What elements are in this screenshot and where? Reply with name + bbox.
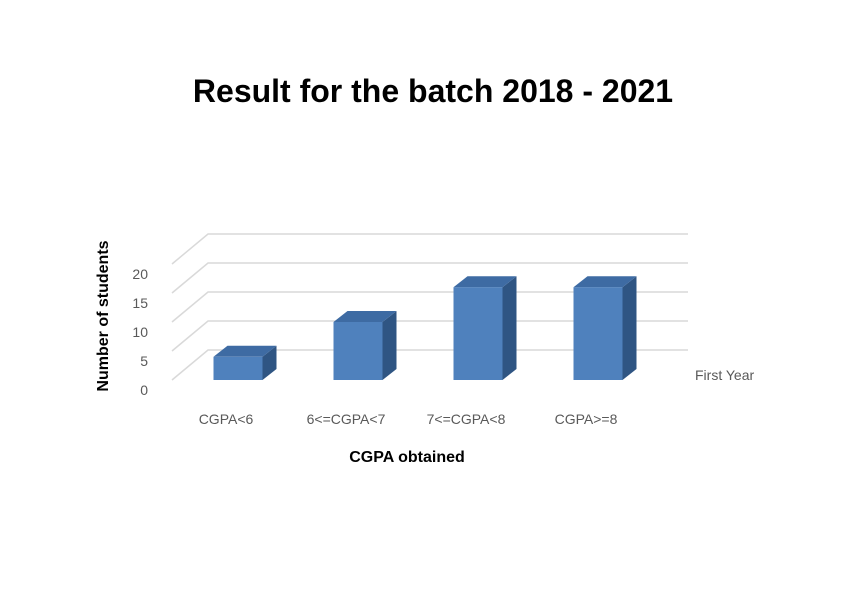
bar-top <box>573 276 637 288</box>
gridline <box>171 262 688 294</box>
x-axis-ticks: CGPA<6 6<=CGPA<7 7<=CGPA<8 CGPA>=8 <box>199 411 618 427</box>
gridline <box>171 320 688 352</box>
y-tick-label: 5 <box>140 353 148 369</box>
bar-side <box>622 276 637 380</box>
bar-top <box>333 311 397 322</box>
x-axis-title: CGPA obtained <box>349 449 465 466</box>
x-tick-label: CGPA<6 <box>199 411 254 427</box>
x-tick-label: 7<=CGPA<8 <box>427 411 506 427</box>
bar <box>333 311 397 380</box>
gridline <box>171 349 688 381</box>
bar <box>453 276 517 380</box>
bar <box>213 345 277 380</box>
bar-side <box>502 276 517 380</box>
y-axis-title: Number of students <box>95 240 112 391</box>
bar-front <box>213 356 263 380</box>
bars <box>213 276 637 380</box>
y-tick-label: 20 <box>132 266 148 282</box>
x-tick-label: CGPA>=8 <box>555 411 618 427</box>
gridline <box>171 233 688 265</box>
bar-front <box>333 322 383 380</box>
bar-side <box>262 345 277 380</box>
x-tick-label: 6<=CGPA<7 <box>307 411 386 427</box>
gridline <box>171 291 688 323</box>
bar-front <box>453 287 503 380</box>
y-axis-ticks: 0 5 10 15 20 <box>132 266 148 398</box>
bar-front <box>573 287 623 380</box>
y-tick-label: 15 <box>132 295 148 311</box>
y-tick-label: 10 <box>132 324 148 340</box>
y-tick-label: 0 <box>140 382 148 398</box>
bar-side <box>382 311 397 380</box>
chart-title: Result for the batch 2018 - 2021 <box>193 73 673 109</box>
gridlines <box>171 233 688 381</box>
series-label-first-year: First Year <box>695 367 754 383</box>
bar <box>573 276 637 380</box>
bar-top <box>453 276 517 288</box>
bar-top <box>213 345 277 357</box>
